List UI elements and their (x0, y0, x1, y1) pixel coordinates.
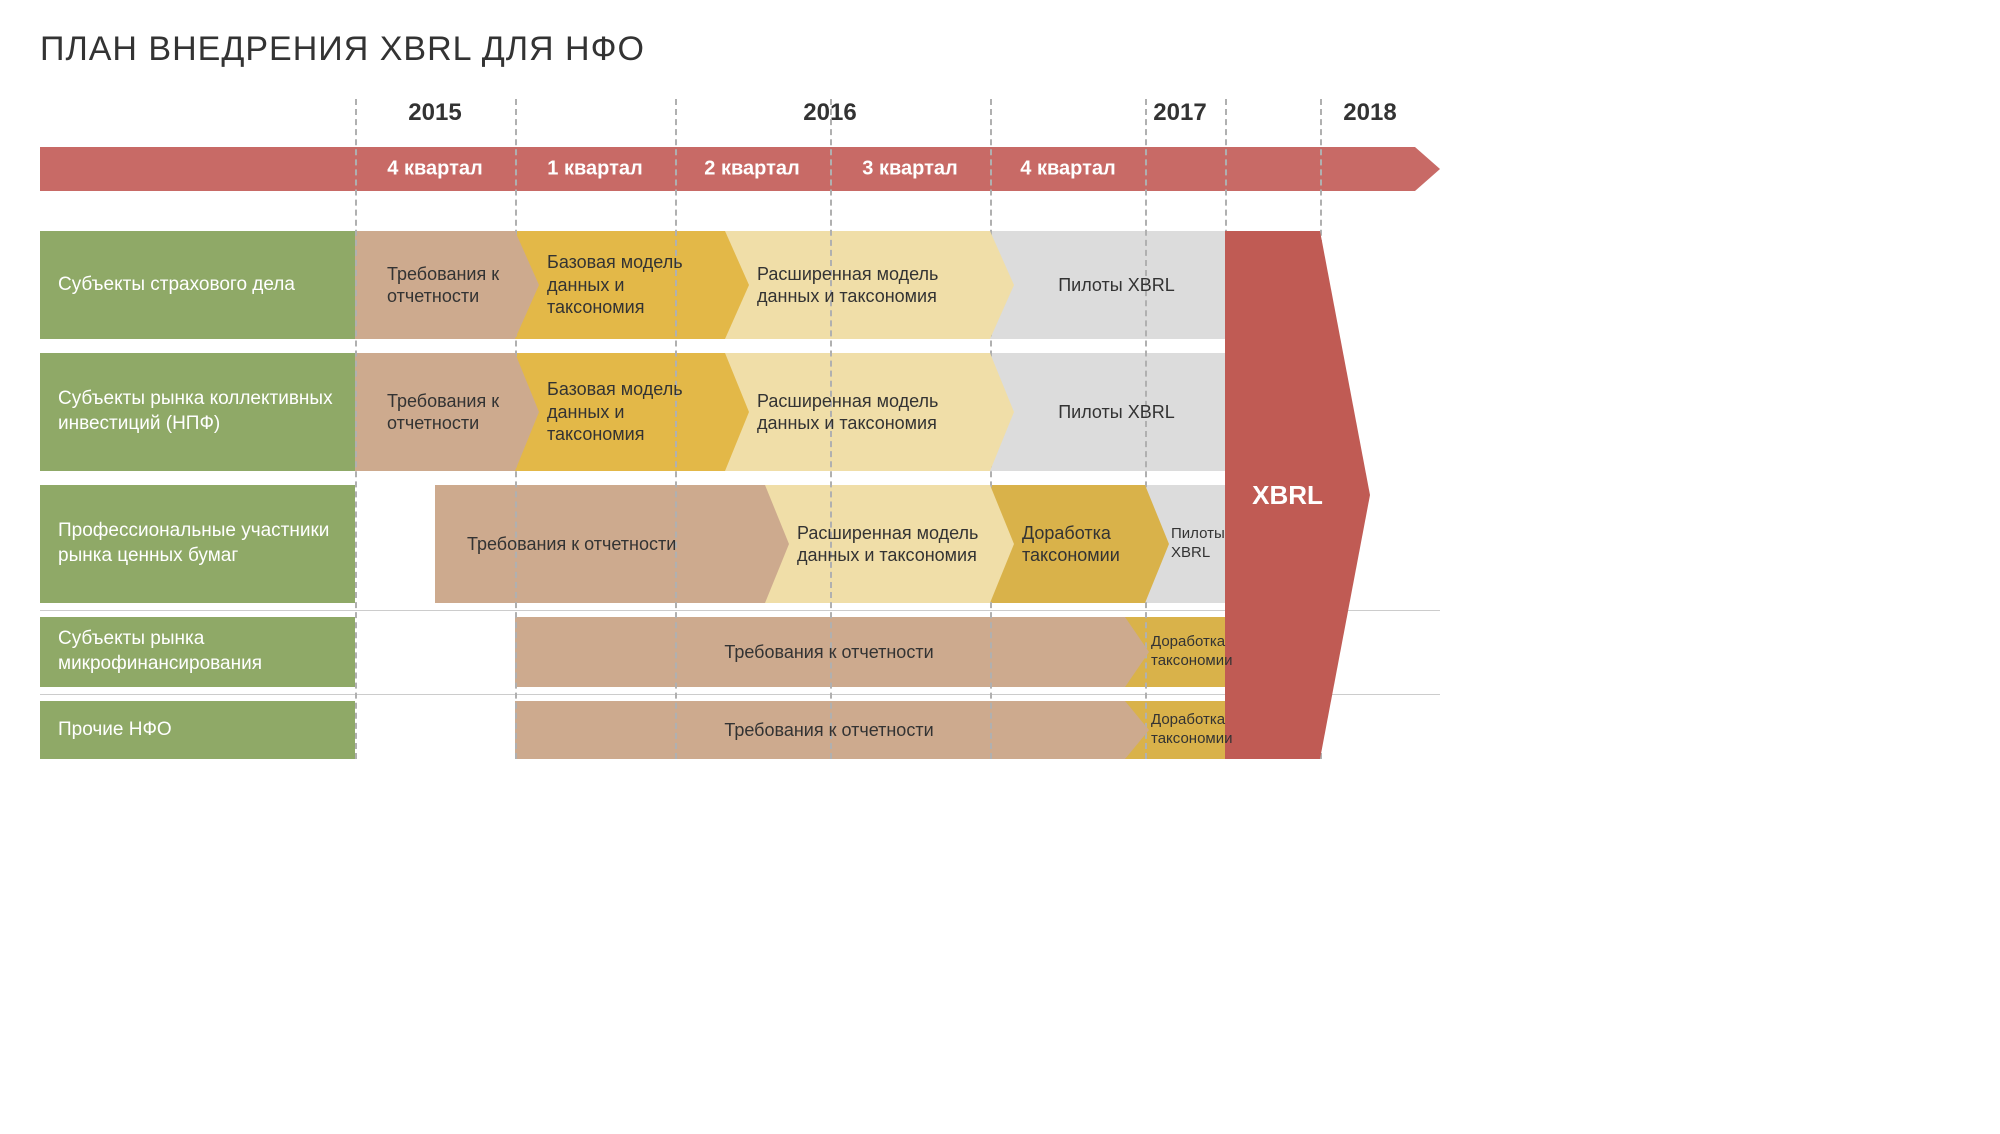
stage-label: Требования к отчетности (387, 263, 505, 308)
xbrl-block: XBRL (1225, 231, 1370, 759)
row-label: Субъекты рынка коллективных инвестиций (… (40, 353, 355, 471)
stage: Требования к отчетности (435, 485, 765, 603)
xbrl-arrow-tip (1320, 231, 1370, 759)
stage-label: Доработка таксономии (1151, 633, 1232, 671)
row-label: Прочие НФО (40, 701, 355, 759)
stage-label: Расширенная модель данных и таксономия (757, 390, 980, 435)
quarter-label: 2 квартал (704, 158, 799, 181)
roadmap-chart: 2015 2016 2017 2018 4 квартал 1 квартал 2 квар… (40, 99, 1440, 759)
stage: Расширенная модель данных и таксономия (725, 353, 990, 471)
row-label: Субъекты страхового дела (40, 231, 355, 339)
stage-label: Требования к отчетности (467, 533, 676, 556)
stage: Требования к отчетности (355, 353, 515, 471)
row-label: Профессиональные участники рынка ценных … (40, 485, 355, 603)
stage: Требования к отчетности (515, 617, 1125, 687)
stage: Базовая модель данных и таксономия (515, 231, 725, 339)
quarter-label: 1 квартал (547, 158, 642, 181)
timeline-bar: 4 квартал 1 квартал 2 квартал 3 квартал 4 кв… (40, 147, 1440, 191)
year-label: 2016 (803, 99, 856, 127)
stage-label: Базовая модель данных и таксономия (547, 378, 715, 446)
page-title: ПЛАН ВНЕДРЕНИЯ XBRL ДЛЯ НФО (40, 30, 1960, 69)
rows-container: Субъекты страхового дела Требования к отч… (40, 231, 1440, 759)
quarter-label: 3 квартал (862, 158, 957, 181)
stage: Пилоты XBRL (990, 231, 1225, 339)
stage-label: Доработка таксономии (1022, 522, 1135, 567)
year-label: 2017 (1153, 99, 1206, 127)
year-label: 2018 (1343, 99, 1396, 127)
year-label: 2015 (408, 99, 461, 127)
stage-label: Расширенная модель данных и таксономия (757, 263, 980, 308)
stage: Расширенная модель данных и таксономия (725, 231, 990, 339)
xbrl-label: XBRL (1252, 480, 1323, 511)
stage: Требования к отчетности (355, 231, 515, 339)
timeline-arrow-tip (1415, 147, 1440, 191)
stage-label: Пилоты XBRL (1171, 525, 1225, 563)
quarter-label: 4 квартал (1020, 158, 1115, 181)
stage-label: Расширенная модель данных и таксономия (797, 522, 980, 567)
stage-label: Требования к отчетности (387, 390, 505, 435)
stage-label: Базовая модель данных и таксономия (547, 251, 715, 319)
stage: Пилоты XBRL (990, 353, 1225, 471)
stage-label: Доработка таксономии (1151, 711, 1232, 749)
stage: Расширенная модель данных и таксономия (765, 485, 990, 603)
stage: Базовая модель данных и таксономия (515, 353, 725, 471)
stage: Требования к отчетности (515, 701, 1125, 759)
row-label: Субъекты рынка микрофинансирования (40, 617, 355, 687)
stage-label: Пилоты XBRL (1058, 274, 1175, 297)
stage-label: Требования к отчетности (724, 641, 933, 664)
stage-label: Требования к отчетности (724, 719, 933, 742)
stage-label: Пилоты XBRL (1058, 401, 1175, 424)
years-row: 2015 2016 2017 2018 (40, 99, 1440, 139)
quarter-label: 4 квартал (387, 158, 482, 181)
